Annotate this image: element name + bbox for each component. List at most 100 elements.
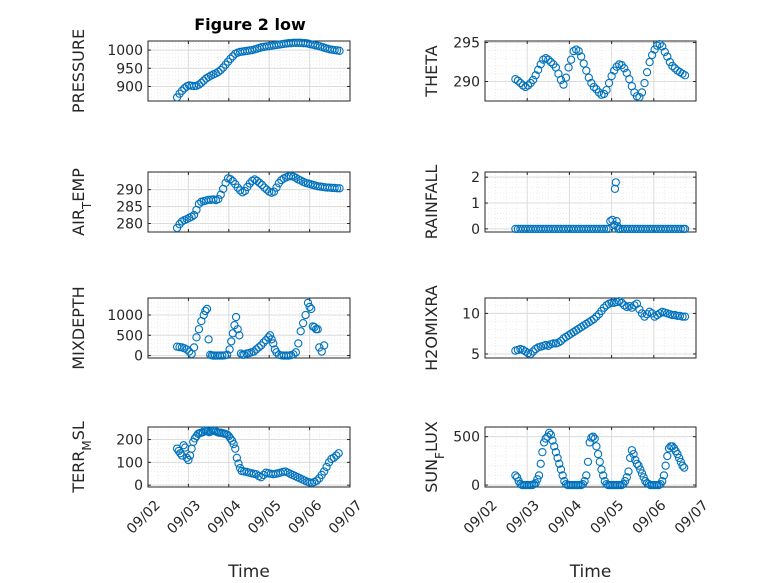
data-point — [548, 436, 557, 445]
data-point — [261, 336, 271, 345]
data-point — [533, 475, 542, 484]
data-point — [272, 183, 281, 192]
x-axis-label: Time — [227, 562, 270, 582]
x-tick-label: 09/06 — [286, 497, 326, 537]
y-axis-label-main: TERR — [69, 451, 88, 494]
y-tick-label: 500 — [116, 328, 143, 344]
data-point — [673, 449, 682, 459]
data-point — [635, 92, 644, 102]
data-point — [305, 302, 314, 312]
panel-mixdepth: 0 500 1000 MIXDEPTH — [69, 286, 351, 370]
data-point — [312, 476, 322, 485]
data-point — [332, 451, 341, 460]
data-point — [322, 462, 331, 472]
y-tick-label: 1000 — [107, 308, 143, 324]
data-point — [296, 327, 305, 336]
data-point — [595, 457, 604, 466]
data-point — [599, 224, 609, 234]
data-point — [255, 178, 264, 187]
data-point — [636, 465, 645, 474]
data-point — [315, 343, 324, 352]
data-point — [546, 57, 555, 67]
data-point — [655, 39, 664, 49]
data-point — [592, 442, 601, 451]
data-point — [659, 471, 669, 480]
data-point — [214, 67, 223, 77]
y-axis-label-main: AIR — [69, 209, 88, 236]
data-point — [313, 325, 322, 334]
data-point — [252, 176, 262, 185]
data-point — [182, 345, 191, 354]
data-point — [531, 344, 540, 354]
data-point — [594, 88, 604, 97]
data-point — [620, 64, 629, 73]
data-point — [553, 453, 562, 463]
y-axis-label-tail: SL — [69, 421, 88, 440]
y-axis-label-tail: LUX — [422, 421, 441, 452]
data-point — [177, 86, 187, 95]
data-point — [544, 55, 553, 64]
data-point — [234, 459, 243, 468]
y-tick-label: 0 — [471, 222, 480, 238]
data-point — [661, 461, 670, 470]
y-axis-label-main: H2OMIXRA — [422, 285, 441, 371]
data-point — [319, 341, 329, 350]
data-point — [593, 449, 603, 459]
y-axis-label: RAINFALL — [422, 165, 441, 240]
series-points — [511, 39, 690, 102]
data-point — [607, 298, 616, 308]
y-axis-label-subscript: M — [80, 440, 94, 450]
data-point — [645, 307, 654, 316]
data-point — [584, 73, 593, 82]
data-point — [587, 316, 596, 325]
data-point — [549, 339, 558, 348]
data-point — [298, 318, 308, 328]
data-point — [226, 54, 235, 63]
data-point — [637, 88, 647, 97]
data-point — [202, 304, 212, 314]
y-axis-label: SUNFLUX — [422, 421, 447, 493]
data-point — [513, 76, 523, 85]
data-point — [582, 66, 591, 75]
data-point — [265, 331, 275, 340]
data-point — [259, 338, 268, 347]
data-point — [622, 473, 631, 482]
data-point — [637, 469, 647, 478]
y-axis-label-main: THETA — [422, 45, 441, 97]
data-point — [538, 448, 547, 457]
data-point — [561, 73, 571, 82]
series-points — [172, 426, 343, 488]
data-point — [629, 449, 638, 459]
data-point — [590, 434, 599, 443]
data-point — [536, 459, 545, 468]
data-point — [189, 343, 199, 352]
data-point — [233, 183, 242, 192]
axes-frame — [147, 171, 351, 233]
data-point — [175, 220, 184, 229]
data-point — [625, 75, 634, 84]
data-point — [611, 178, 620, 187]
y-tick-label: 100 — [116, 455, 143, 471]
panel-theta: 290 295 THETA — [422, 36, 697, 102]
data-point — [277, 175, 286, 185]
y-axis-label-tail: EMP — [69, 168, 88, 202]
data-point — [680, 463, 689, 472]
y-axis-label-subscript: T — [80, 201, 94, 210]
data-point — [680, 312, 690, 321]
data-point — [627, 446, 637, 455]
data-point — [640, 78, 649, 88]
data-point — [235, 331, 244, 340]
series-points — [511, 297, 690, 359]
data-point — [630, 301, 639, 310]
y-tick-label: 500 — [453, 430, 480, 446]
y-axis-label: TERRMSL — [69, 421, 94, 494]
x-tick-label: 09/07 — [326, 497, 366, 537]
data-point — [647, 50, 657, 60]
data-point — [267, 335, 276, 344]
data-point — [551, 448, 561, 457]
data-point — [260, 183, 269, 192]
data-point — [559, 80, 568, 89]
data-point — [582, 471, 591, 480]
data-point — [335, 46, 344, 55]
